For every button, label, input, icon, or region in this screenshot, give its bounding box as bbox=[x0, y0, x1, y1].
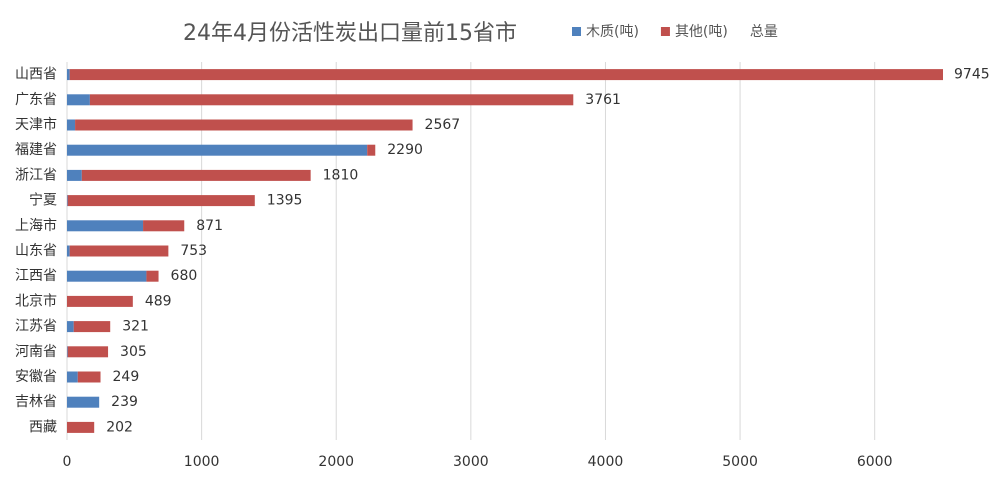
y-tick-label: 吉林省 bbox=[15, 394, 57, 410]
bar-segment bbox=[67, 270, 147, 282]
bar-segment bbox=[67, 346, 109, 358]
y-tick-label: 安徽省 bbox=[15, 369, 57, 385]
total-label: 239 bbox=[111, 394, 138, 410]
y-tick-label: 山西省 bbox=[15, 67, 57, 83]
bar-segment bbox=[89, 94, 574, 106]
y-tick-label: 宁夏 bbox=[29, 192, 57, 209]
bar-segment bbox=[73, 321, 111, 333]
chart-title: 24年4月份活性炭出口量前15省市 bbox=[183, 21, 517, 46]
y-tick-label: 北京市 bbox=[15, 292, 57, 309]
y-tick-label: 山东省 bbox=[15, 243, 57, 259]
bar-segment bbox=[67, 346, 68, 358]
y-tick-label: 江苏省 bbox=[15, 319, 57, 335]
total-label: 1810 bbox=[323, 167, 359, 183]
bar-segment bbox=[67, 421, 95, 433]
y-tick-label: 福建省 bbox=[15, 142, 57, 158]
y-tick-label: 天津市 bbox=[15, 116, 57, 133]
bar-segment bbox=[67, 220, 144, 232]
total-label: 3761 bbox=[585, 92, 621, 108]
y-tick-label: 河南省 bbox=[15, 344, 57, 360]
x-tick-label: 6000 bbox=[857, 454, 893, 470]
bars bbox=[67, 69, 943, 433]
y-tick-label: 上海市 bbox=[15, 217, 57, 234]
legend-swatch bbox=[660, 27, 670, 36]
bar-segment bbox=[67, 371, 78, 383]
total-label: 871 bbox=[196, 218, 223, 234]
bar-segment bbox=[146, 270, 159, 282]
bar-segment bbox=[143, 220, 185, 232]
bar-segment bbox=[75, 119, 413, 131]
total-label: 202 bbox=[106, 419, 133, 435]
bar-segment bbox=[67, 295, 133, 307]
total-label: 489 bbox=[145, 293, 172, 309]
total-label: 249 bbox=[113, 369, 140, 385]
x-tick-label: 0 bbox=[63, 454, 72, 470]
total-label: 305 bbox=[120, 344, 147, 360]
total-label: 1395 bbox=[267, 193, 303, 209]
legend-swatch bbox=[572, 27, 581, 36]
x-tick-label: 1000 bbox=[184, 454, 220, 470]
bar-segment bbox=[69, 69, 943, 81]
bar-segment bbox=[67, 195, 68, 207]
bar-segment bbox=[67, 119, 76, 131]
total-label: 9745 bbox=[954, 67, 990, 83]
y-tick-label: 广东省 bbox=[15, 92, 57, 108]
y-tick-label: 江西省 bbox=[15, 268, 57, 284]
bar-segment bbox=[67, 321, 74, 333]
bar-segment bbox=[67, 169, 82, 181]
total-label: 680 bbox=[171, 268, 198, 284]
legend-label: 其他(吨) bbox=[675, 24, 728, 40]
x-tick-label: 5000 bbox=[722, 454, 758, 470]
y-tick-label: 浙江省 bbox=[15, 167, 57, 183]
bar-segment bbox=[367, 144, 376, 156]
bar-segment bbox=[69, 245, 169, 257]
x-tick-label: 3000 bbox=[453, 454, 489, 470]
legend-label: 木质(吨) bbox=[586, 24, 639, 40]
total-label: 753 bbox=[180, 243, 207, 259]
bar-segment bbox=[67, 69, 70, 81]
bar-segment bbox=[67, 245, 70, 257]
x-tick-label: 2000 bbox=[318, 454, 354, 470]
y-tick-label: 西藏 bbox=[29, 419, 57, 435]
total-label: 2290 bbox=[387, 142, 423, 158]
bar-segment bbox=[67, 144, 368, 156]
x-tick-label: 4000 bbox=[588, 454, 624, 470]
bar-segment bbox=[77, 371, 101, 383]
bar-segment bbox=[81, 169, 311, 181]
legend-label: 总量 bbox=[750, 24, 778, 40]
total-label: 321 bbox=[122, 319, 149, 335]
total-label: 2567 bbox=[425, 117, 461, 133]
bar-segment bbox=[67, 195, 255, 207]
bar-segment bbox=[67, 94, 90, 106]
bar-segment bbox=[67, 396, 100, 408]
